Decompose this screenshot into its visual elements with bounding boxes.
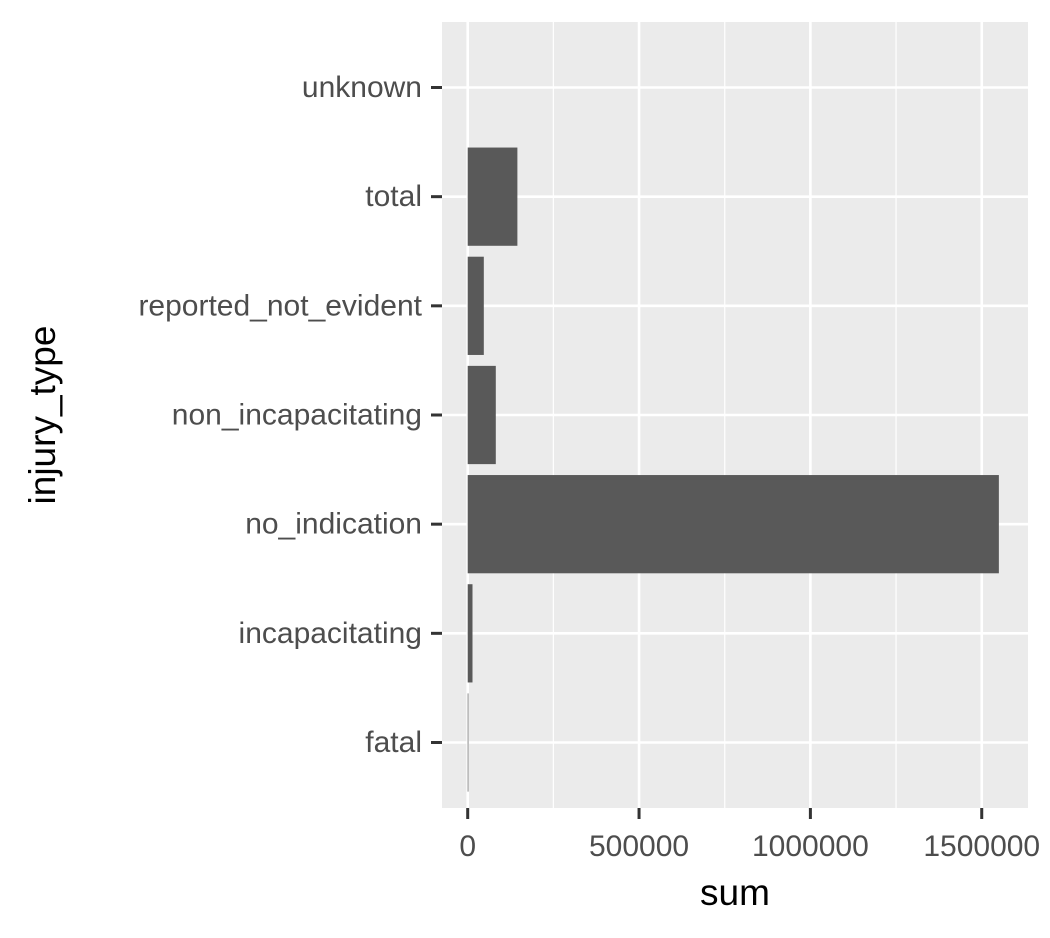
x-tick-label: 1000000 <box>752 830 869 863</box>
bar-incapacitating <box>467 584 473 683</box>
bar-non_incapacitating <box>467 365 496 465</box>
y-tick-label: no_indication <box>245 508 422 541</box>
x-tick-label: 1500000 <box>923 830 1040 863</box>
x-tick-label: 500000 <box>589 830 689 863</box>
bar-no_indication <box>467 475 999 574</box>
y-axis-title: injury_type <box>22 326 63 505</box>
x-tick-label: 0 <box>459 830 476 863</box>
y-tick-label: unknown <box>302 71 422 104</box>
y-axis: fatal incapacitating no_indication non_inca… <box>138 71 442 759</box>
x-axis: 0 500000 1000000 1500000 <box>459 808 1040 863</box>
bars <box>467 147 999 792</box>
bar-total <box>467 147 518 246</box>
y-tick-label: fatal <box>365 726 422 759</box>
y-tick-label: non_incapacitating <box>172 399 422 432</box>
x-axis-title: sum <box>700 872 770 913</box>
bar-reported_not_evident <box>467 256 484 355</box>
y-tick-label: reported_not_evident <box>138 289 422 322</box>
y-tick-label: total <box>365 180 422 213</box>
bar-fatal <box>467 693 469 792</box>
y-tick-label: incapacitating <box>239 617 422 650</box>
